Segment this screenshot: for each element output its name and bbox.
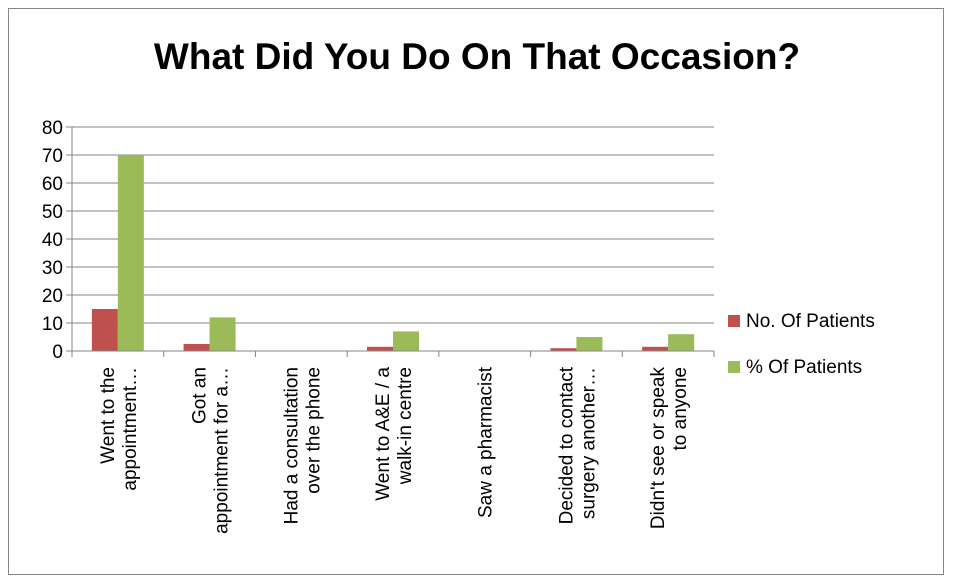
x-category-label: surgery another… [578, 367, 599, 519]
bar-pct-of-patients [209, 317, 236, 351]
x-category-label: Got an [190, 367, 211, 424]
y-tick-label: 20 [42, 286, 63, 307]
legend-swatch [728, 315, 740, 327]
chart-title: What Did You Do On That Occasion? [153, 36, 801, 77]
legend-swatch [728, 361, 740, 373]
bar-pct-of-patients [393, 331, 419, 351]
x-category-label: Went to the [98, 367, 119, 464]
y-tick-label: 40 [42, 230, 63, 251]
x-category-label: appointment for a… [212, 367, 233, 534]
bar-no-of-patients [91, 309, 118, 351]
bar-pct-of-patients [668, 334, 695, 351]
bar-no-of-patients [183, 344, 210, 351]
y-tick-label: 30 [42, 258, 63, 279]
x-category-label: appointment… [120, 367, 141, 491]
legend-label: % Of Patients [746, 357, 862, 378]
bar-no-of-patients [550, 348, 577, 351]
x-category-label: Saw a pharmacist [476, 366, 497, 518]
x-category-label: Went to A&E / a [373, 367, 394, 501]
y-tick-label: 80 [42, 118, 63, 139]
bar-no-of-patients [367, 346, 393, 351]
y-tick-label: 50 [42, 202, 63, 223]
x-category-label: over the phone [303, 367, 324, 494]
bar-no-of-patients [642, 346, 669, 351]
y-tick-label: 0 [52, 342, 63, 363]
bar-pct-of-patients [576, 337, 603, 351]
x-category-label: walk-in centre [395, 367, 416, 485]
x-category-label: to anyone [670, 367, 691, 450]
y-tick-label: 10 [42, 314, 63, 335]
y-tick-label: 60 [42, 174, 63, 195]
x-category-label: Decided to contact [556, 366, 577, 524]
bar-pct-of-patients [117, 155, 144, 351]
chart-area [8, 8, 944, 575]
legend-label: No. Of Patients [746, 311, 875, 332]
x-category-label: Had a consultation [281, 367, 302, 524]
x-category-label: Didn't see or speak [648, 367, 669, 530]
y-tick-label: 70 [42, 146, 63, 167]
